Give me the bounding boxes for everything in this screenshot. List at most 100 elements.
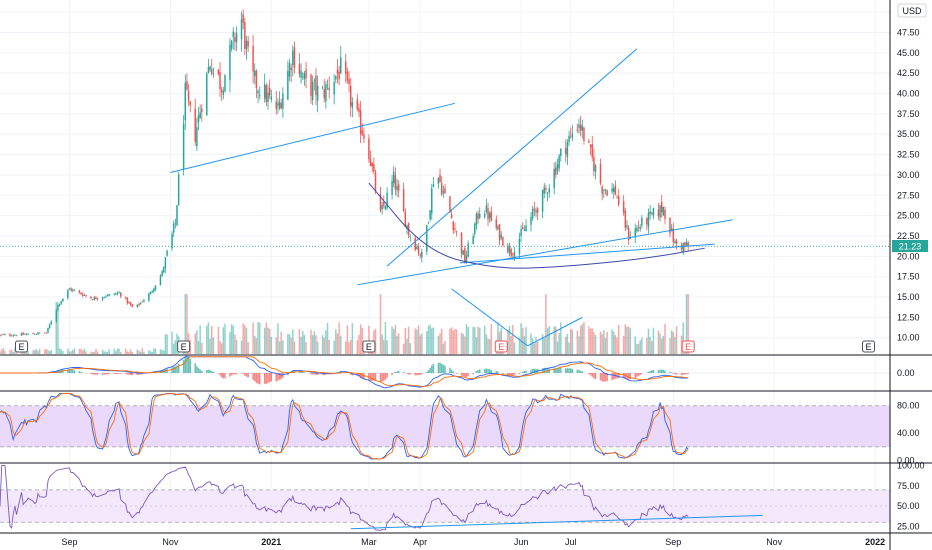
volume-bar <box>485 334 488 354</box>
candle-body <box>651 212 653 214</box>
macd-histogram-bar <box>126 373 129 375</box>
volume-bar <box>541 334 544 354</box>
currency-badge[interactable] <box>897 3 927 18</box>
candle-body <box>62 298 64 302</box>
macd-histogram-bar <box>234 373 236 375</box>
volume-bar <box>212 337 215 354</box>
macd-histogram-bar <box>282 373 284 378</box>
macd-histogram-bar <box>641 373 643 374</box>
candle-body <box>409 236 412 238</box>
volume-bar <box>391 326 393 354</box>
volume-bar <box>599 331 602 354</box>
candle-body <box>578 124 580 128</box>
volume-bar <box>60 349 62 354</box>
volume-bar <box>139 351 142 354</box>
macd-histogram-bar <box>138 373 140 375</box>
candle-body <box>290 67 292 70</box>
candle-body <box>78 290 81 293</box>
candle-body <box>664 209 666 219</box>
candle-body <box>15 335 18 336</box>
volume-bar <box>257 322 259 354</box>
macd-histogram-bar <box>115 373 117 374</box>
candle-body <box>282 93 284 109</box>
candle-body <box>323 89 325 99</box>
volume-bar <box>90 351 92 354</box>
volume-bar <box>636 343 638 354</box>
macd-histogram-bar <box>426 371 428 373</box>
candle-body <box>154 285 157 290</box>
time-tick-label: Nov <box>162 537 179 547</box>
candle-body <box>280 103 282 109</box>
macd-histogram-bar <box>636 373 638 377</box>
volume-bar <box>244 325 246 354</box>
candle-body <box>43 333 46 334</box>
rsi-tick-label: 100.00 <box>897 461 925 471</box>
macd-histogram-bar <box>455 373 458 374</box>
volume-bar <box>404 328 407 354</box>
candle-body <box>141 301 144 303</box>
candle-body <box>187 91 190 101</box>
candle-body <box>90 296 92 299</box>
macd-histogram-bar <box>427 369 430 373</box>
candle-body <box>417 246 420 254</box>
candle-body <box>333 82 335 95</box>
macd-histogram-bar <box>664 370 666 373</box>
candle-body <box>604 189 607 191</box>
candle-body <box>159 275 162 286</box>
candle-body <box>467 243 469 257</box>
volume-bar <box>361 327 364 354</box>
earnings-marker-label: E <box>366 342 372 352</box>
volume-bar <box>560 322 562 354</box>
candle-body <box>136 304 139 307</box>
candle-body <box>612 188 615 193</box>
macd-histogram-bar <box>531 368 534 373</box>
macd-histogram-bar <box>106 373 109 375</box>
time-tick-label: Sep <box>61 537 77 547</box>
volume-bar <box>406 338 408 354</box>
candle-body <box>252 45 254 72</box>
candle-body <box>626 225 628 228</box>
volume-bar <box>659 333 661 354</box>
macd-histogram-bar <box>359 373 362 379</box>
volume-bar <box>124 348 127 354</box>
volume-bar <box>72 349 74 354</box>
candle-body <box>189 101 191 106</box>
macd-histogram-bar <box>118 373 120 374</box>
candle-body <box>194 108 196 142</box>
candle-body <box>321 87 324 89</box>
candle-body <box>419 254 421 256</box>
volume-bar <box>305 341 307 354</box>
volume-bar <box>172 343 175 354</box>
macd-histogram-bar <box>502 373 504 375</box>
volume-bar <box>513 342 516 354</box>
candle-body <box>35 334 38 335</box>
volume-bar <box>579 325 582 354</box>
volume-bar <box>565 336 567 354</box>
macd-histogram-bar <box>432 363 435 373</box>
candle-body <box>57 304 59 310</box>
volume-bar <box>626 326 628 354</box>
macd-histogram-bar <box>275 373 278 382</box>
candle-body <box>672 228 675 243</box>
candle-body <box>60 301 62 304</box>
price-tick-label: 25.00 <box>897 211 920 221</box>
candle-body <box>346 71 349 81</box>
macd-histogram-bar <box>254 373 256 382</box>
macd-histogram-bar <box>490 369 493 373</box>
macd-histogram-bar <box>571 369 574 373</box>
macd-histogram-bar <box>371 373 373 381</box>
macd-histogram-bar <box>187 356 190 373</box>
volume-bar <box>475 337 478 354</box>
volume-bar <box>358 334 360 354</box>
candle-body <box>105 296 107 298</box>
macd-histogram-bar <box>301 371 304 373</box>
macd-histogram-bar <box>358 373 360 377</box>
macd-histogram-bar <box>510 373 512 376</box>
volume-bar <box>14 348 16 354</box>
volume-bar <box>282 340 284 354</box>
volume-bar <box>129 349 132 354</box>
candle-body <box>311 81 314 101</box>
candle-body <box>502 237 504 246</box>
candle-body <box>507 245 509 252</box>
volume-bar <box>48 351 51 354</box>
